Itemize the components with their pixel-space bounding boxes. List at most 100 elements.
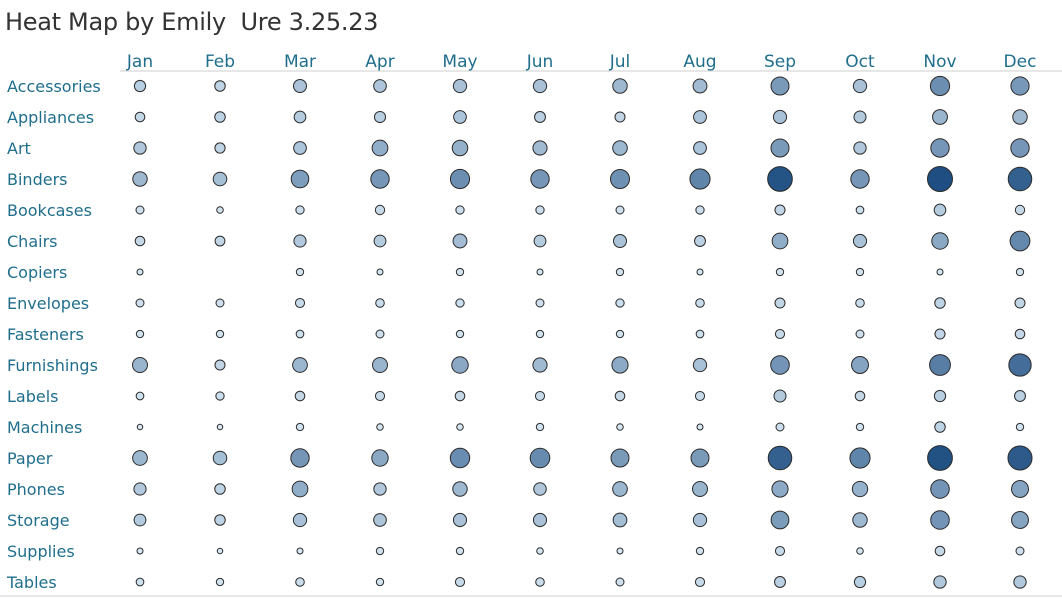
heat-dot[interactable]: [216, 547, 224, 555]
heat-dot[interactable]: [373, 79, 387, 93]
heat-dot[interactable]: [615, 329, 625, 339]
heat-dot[interactable]: [451, 139, 469, 157]
heat-dot[interactable]: [455, 298, 465, 308]
heat-dot[interactable]: [296, 547, 304, 555]
heat-dot[interactable]: [693, 141, 707, 155]
heat-dot[interactable]: [295, 329, 305, 339]
heat-dot[interactable]: [214, 235, 226, 247]
heat-dot[interactable]: [612, 512, 628, 528]
heat-dot[interactable]: [133, 79, 147, 93]
heat-dot[interactable]: [375, 298, 385, 308]
heat-dot[interactable]: [774, 576, 786, 588]
heat-dot[interactable]: [770, 510, 790, 530]
heat-dot[interactable]: [689, 168, 711, 190]
heat-dot[interactable]: [1014, 204, 1026, 216]
heat-dot[interactable]: [373, 513, 387, 527]
heat-dot[interactable]: [135, 205, 145, 215]
heat-dot[interactable]: [455, 267, 465, 277]
heat-dot[interactable]: [452, 481, 468, 497]
heat-dot[interactable]: [855, 205, 865, 215]
heat-dot[interactable]: [134, 111, 146, 123]
heat-dot[interactable]: [535, 298, 545, 308]
heat-dot[interactable]: [454, 390, 466, 402]
heat-dot[interactable]: [135, 391, 145, 401]
heat-dot[interactable]: [453, 110, 467, 124]
heat-dot[interactable]: [135, 577, 145, 587]
heat-dot[interactable]: [1011, 511, 1029, 529]
heat-dot[interactable]: [933, 389, 947, 403]
heat-dot[interactable]: [612, 481, 628, 497]
heat-dot[interactable]: [455, 546, 465, 556]
heat-dot[interactable]: [533, 234, 547, 248]
heat-dot[interactable]: [612, 78, 628, 94]
heat-dot[interactable]: [452, 233, 468, 249]
heat-dot[interactable]: [295, 205, 305, 215]
heat-dot[interactable]: [373, 482, 387, 496]
heat-dot[interactable]: [375, 329, 385, 339]
heat-dot[interactable]: [613, 234, 627, 248]
heat-dot[interactable]: [295, 422, 305, 432]
heat-dot[interactable]: [451, 356, 469, 374]
heat-dot[interactable]: [374, 204, 386, 216]
heat-dot[interactable]: [774, 545, 786, 557]
heat-dot[interactable]: [1012, 109, 1028, 125]
heat-dot[interactable]: [775, 267, 785, 277]
heat-dot[interactable]: [855, 422, 865, 432]
heat-dot[interactable]: [853, 141, 867, 155]
heat-dot[interactable]: [1010, 138, 1030, 158]
heat-dot[interactable]: [616, 547, 624, 555]
heat-dot[interactable]: [452, 512, 468, 528]
heat-dot[interactable]: [774, 328, 786, 340]
heat-dot[interactable]: [133, 513, 147, 527]
heat-dot[interactable]: [135, 329, 145, 339]
heat-dot[interactable]: [454, 576, 466, 588]
heat-dot[interactable]: [214, 80, 226, 92]
heat-dot[interactable]: [856, 547, 864, 555]
heat-dot[interactable]: [373, 110, 387, 124]
heat-dot[interactable]: [852, 512, 868, 528]
heat-dot[interactable]: [692, 512, 708, 528]
heat-dot[interactable]: [452, 78, 468, 94]
heat-dot[interactable]: [132, 357, 148, 373]
heat-dot[interactable]: [212, 171, 228, 187]
heat-dot[interactable]: [775, 422, 785, 432]
heat-dot[interactable]: [770, 355, 790, 375]
heat-dot[interactable]: [376, 268, 384, 276]
heat-dot[interactable]: [614, 390, 626, 402]
heat-dot[interactable]: [934, 328, 946, 340]
heat-dot[interactable]: [533, 482, 547, 496]
heat-dot[interactable]: [929, 354, 951, 376]
heat-dot[interactable]: [133, 141, 147, 155]
heat-dot[interactable]: [373, 234, 387, 248]
heat-dot[interactable]: [611, 356, 629, 374]
heat-dot[interactable]: [1013, 575, 1027, 589]
heat-dot[interactable]: [456, 423, 464, 431]
heat-dot[interactable]: [1015, 546, 1025, 556]
heat-dot[interactable]: [852, 233, 868, 249]
heat-dot[interactable]: [214, 359, 226, 371]
heat-dot[interactable]: [849, 447, 871, 469]
heat-dot[interactable]: [292, 512, 308, 528]
heat-dot[interactable]: [692, 481, 708, 497]
heat-dot[interactable]: [610, 448, 630, 468]
heat-dot[interactable]: [774, 204, 786, 216]
heat-dot[interactable]: [934, 545, 946, 557]
heat-dot[interactable]: [695, 205, 705, 215]
heat-dot[interactable]: [1007, 166, 1033, 192]
heat-dot[interactable]: [694, 576, 706, 588]
heat-dot[interactable]: [294, 297, 306, 309]
heat-dot[interactable]: [855, 298, 865, 308]
heat-dot[interactable]: [530, 169, 550, 189]
heat-dot[interactable]: [692, 78, 708, 94]
heat-dot[interactable]: [612, 140, 628, 156]
heat-dot[interactable]: [374, 390, 386, 402]
heat-dot[interactable]: [449, 168, 471, 190]
heat-dot[interactable]: [853, 110, 867, 124]
heat-dot[interactable]: [850, 169, 870, 189]
heat-dot[interactable]: [615, 577, 625, 587]
heat-dot[interactable]: [135, 298, 145, 308]
heat-dot[interactable]: [851, 480, 869, 498]
heat-dot[interactable]: [1014, 297, 1026, 309]
heat-dot[interactable]: [854, 390, 866, 402]
heat-dot[interactable]: [371, 139, 389, 157]
